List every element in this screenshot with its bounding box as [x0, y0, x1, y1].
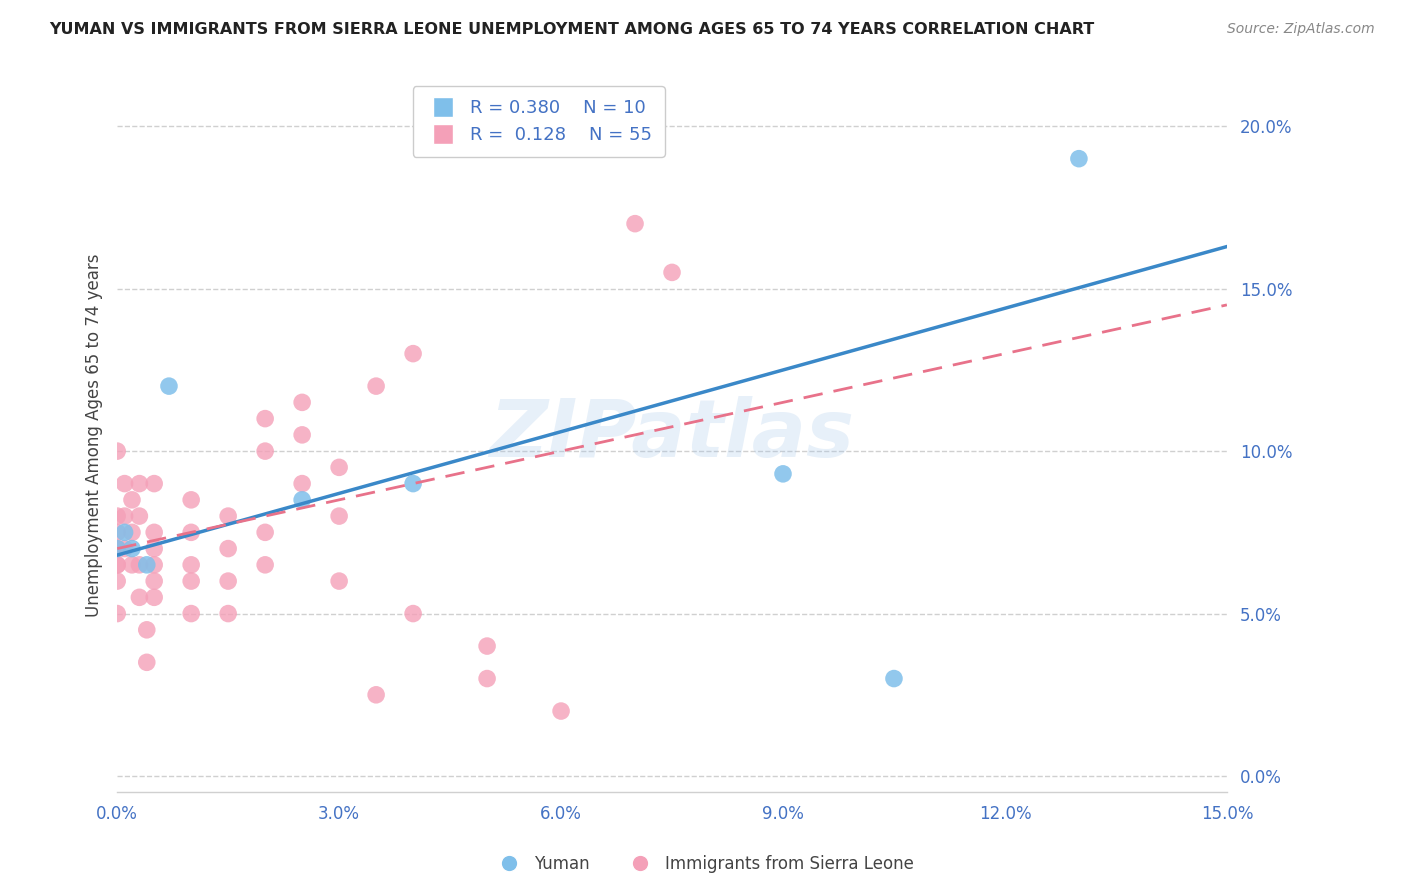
Y-axis label: Unemployment Among Ages 65 to 74 years: Unemployment Among Ages 65 to 74 years [86, 253, 103, 616]
Point [328, 460, 350, 475]
Point [105, 525, 128, 540]
Point [180, 607, 202, 621]
Text: Source: ZipAtlas.com: Source: ZipAtlas.com [1227, 22, 1375, 37]
Point [291, 428, 314, 442]
Point [121, 492, 143, 507]
Point [217, 509, 239, 524]
Point [105, 509, 128, 524]
Point [128, 476, 150, 491]
Point [328, 509, 350, 524]
Point [366, 379, 388, 393]
Point [550, 704, 572, 718]
Text: YUMAN VS IMMIGRANTS FROM SIERRA LEONE UNEMPLOYMENT AMONG AGES 65 TO 74 YEARS COR: YUMAN VS IMMIGRANTS FROM SIERRA LEONE UN… [49, 22, 1094, 37]
Point [883, 672, 905, 686]
Point [624, 217, 647, 231]
Point [105, 541, 128, 556]
Point [180, 492, 202, 507]
Point [157, 379, 180, 393]
Point [105, 558, 128, 572]
Point [128, 509, 150, 524]
Point [291, 492, 314, 507]
Point [121, 541, 143, 556]
Point [475, 639, 498, 653]
Point [143, 591, 166, 605]
Point [254, 411, 277, 425]
Point [105, 444, 128, 458]
Point [114, 476, 136, 491]
Point [121, 558, 143, 572]
Point [402, 346, 425, 360]
Point [291, 476, 314, 491]
Legend: Yuman, Immigrants from Sierra Leone: Yuman, Immigrants from Sierra Leone [485, 848, 921, 880]
Point [135, 558, 157, 572]
Point [135, 623, 157, 637]
Point [143, 525, 166, 540]
Point [180, 525, 202, 540]
Point [121, 525, 143, 540]
Point [772, 467, 794, 481]
Point [328, 574, 350, 588]
Point [254, 558, 277, 572]
Point [180, 574, 202, 588]
Point [128, 591, 150, 605]
Point [217, 607, 239, 621]
Point [291, 395, 314, 409]
Point [105, 574, 128, 588]
Point [105, 541, 128, 556]
Point [143, 541, 166, 556]
Point [135, 656, 157, 670]
Point [254, 444, 277, 458]
Legend: R = 0.380    N = 10, R =  0.128    N = 55: R = 0.380 N = 10, R = 0.128 N = 55 [413, 87, 665, 157]
Point [114, 509, 136, 524]
Point [475, 672, 498, 686]
Point [143, 476, 166, 491]
Point [180, 558, 202, 572]
Point [402, 476, 425, 491]
Point [254, 525, 277, 540]
Point [114, 525, 136, 540]
Point [366, 688, 388, 702]
Point [402, 607, 425, 621]
Point [217, 574, 239, 588]
Point [217, 541, 239, 556]
Point [143, 558, 166, 572]
Point [105, 558, 128, 572]
Point [128, 558, 150, 572]
Point [105, 607, 128, 621]
Text: ZIPatlas: ZIPatlas [489, 396, 855, 474]
Point [114, 541, 136, 556]
Point [143, 574, 166, 588]
Point [105, 541, 128, 556]
Point [661, 265, 683, 279]
Point [1067, 152, 1090, 166]
